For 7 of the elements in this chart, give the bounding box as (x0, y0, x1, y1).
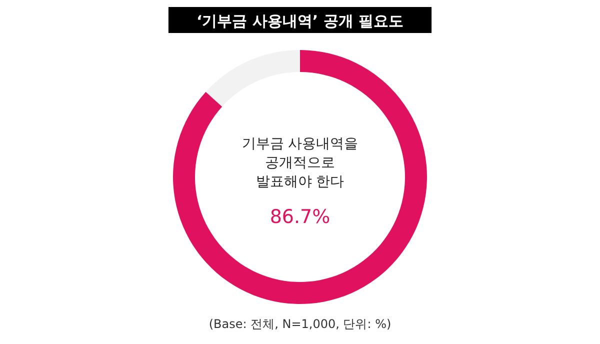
category-label: 기부금 사용내역을 (242, 136, 358, 152)
title: ‘기부금 사용내역’ 공개 필요도 (168, 7, 432, 33)
annotation: (Base: 전체, N=1,000, 단위: %) (208, 317, 392, 331)
category-label: 발표해야 한다 (256, 174, 344, 190)
category-label: 공개적으로 (265, 155, 335, 171)
value-label: 86.7% (270, 206, 330, 228)
chart-title: ‘기부금 사용내역’ 공개 필요도 (196, 12, 404, 30)
